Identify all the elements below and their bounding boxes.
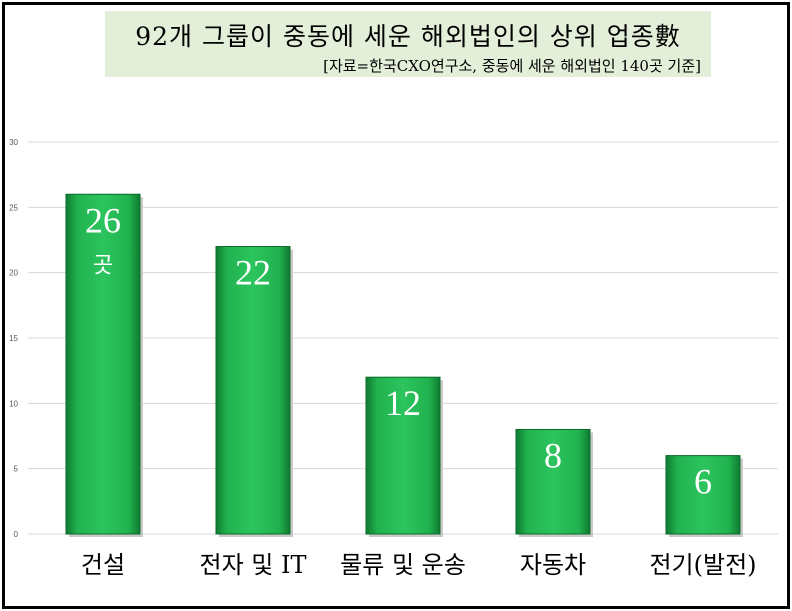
y-tick-label-25: 25 xyxy=(9,203,18,212)
x-category-label-4: 전기(발전) xyxy=(649,551,756,579)
bar-4 xyxy=(665,455,741,535)
bar-value-label-2: 12 xyxy=(385,383,421,423)
title-box: 92개 그룹이 중동에 세운 해외법인의 상위 업종數 [자료=한국CXO연구소… xyxy=(105,11,711,77)
y-tick-label-10: 10 xyxy=(9,399,18,408)
y-tick-label-15: 15 xyxy=(9,334,18,343)
x-category-label-0: 건설 xyxy=(81,551,125,579)
bar-2 xyxy=(365,376,441,535)
bar-value-label-1: 22 xyxy=(235,253,271,293)
bar-value-label-4: 6 xyxy=(694,462,712,502)
x-category-label-2: 물류 및 운송 xyxy=(340,551,466,579)
y-tick-label-20: 20 xyxy=(9,269,18,278)
bar-0 xyxy=(65,193,141,535)
bar-1 xyxy=(215,246,291,535)
bar-unit-label-0: 곳 xyxy=(93,253,113,278)
x-category-label-1: 전자 및 IT xyxy=(200,551,307,579)
bar-value-label-0: 26 xyxy=(85,200,121,240)
y-tick-label-30: 30 xyxy=(9,138,18,147)
y-tick-label-5: 5 xyxy=(14,465,19,474)
x-category-label-3: 자동차 xyxy=(520,551,586,579)
chart-title: 92개 그룹이 중동에 세운 해외법인의 상위 업종數 xyxy=(135,22,681,51)
bar-value-label-3: 8 xyxy=(544,435,562,475)
y-tick-label-0: 0 xyxy=(14,530,19,539)
bar-3 xyxy=(515,428,591,535)
chart-subtitle: [자료=한국CXO연구소, 중동에 세운 해외법인 140곳 기준] xyxy=(323,57,701,75)
